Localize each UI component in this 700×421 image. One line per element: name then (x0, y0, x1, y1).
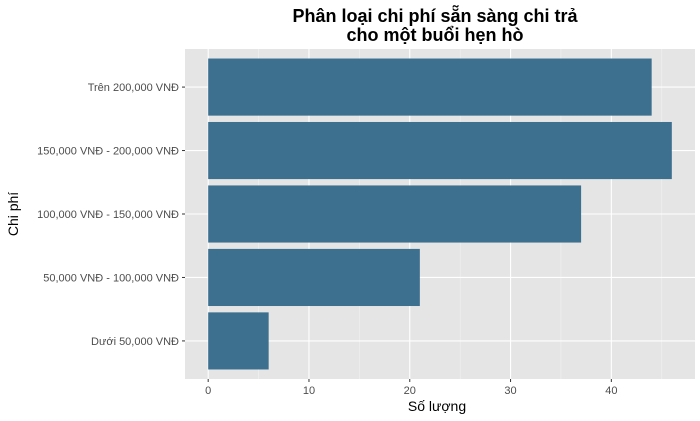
y-tick-label: Dưới 50,000 VNĐ (91, 336, 179, 348)
x-axis: 0 10 20 30 40 (205, 379, 617, 397)
y-tick-label: 100,000 VNĐ - 150,000 VNĐ (37, 209, 179, 221)
x-tick-label: 0 (205, 385, 211, 397)
chart-title-line-2: cho một buổi hẹn hò (347, 25, 524, 45)
bar (208, 248, 420, 307)
x-tick-label: 10 (303, 385, 315, 397)
bars (208, 58, 672, 370)
bar (208, 58, 652, 116)
y-axis: Dưới 50,000 VNĐ 50,000 VNĐ - 100,000 VNĐ 1… (37, 82, 185, 348)
y-tick-label: Trên 200,000 VNĐ (88, 82, 179, 94)
bar (208, 185, 582, 243)
x-tick-label: 20 (404, 385, 416, 397)
y-axis-title: Chi phí (5, 192, 21, 236)
bar (208, 312, 269, 370)
y-tick-label: 150,000 VNĐ - 200,000 VNĐ (37, 146, 179, 158)
bar (208, 121, 672, 180)
x-axis-title: Số lượng (408, 398, 466, 414)
x-tick-label: 30 (504, 385, 516, 397)
x-tick-label: 40 (605, 385, 617, 397)
y-tick-label: 50,000 VNĐ - 100,000 VNĐ (43, 272, 179, 284)
chart-title-line-1: Phân loại chi phí sẵn sàng chi trả (292, 4, 578, 26)
